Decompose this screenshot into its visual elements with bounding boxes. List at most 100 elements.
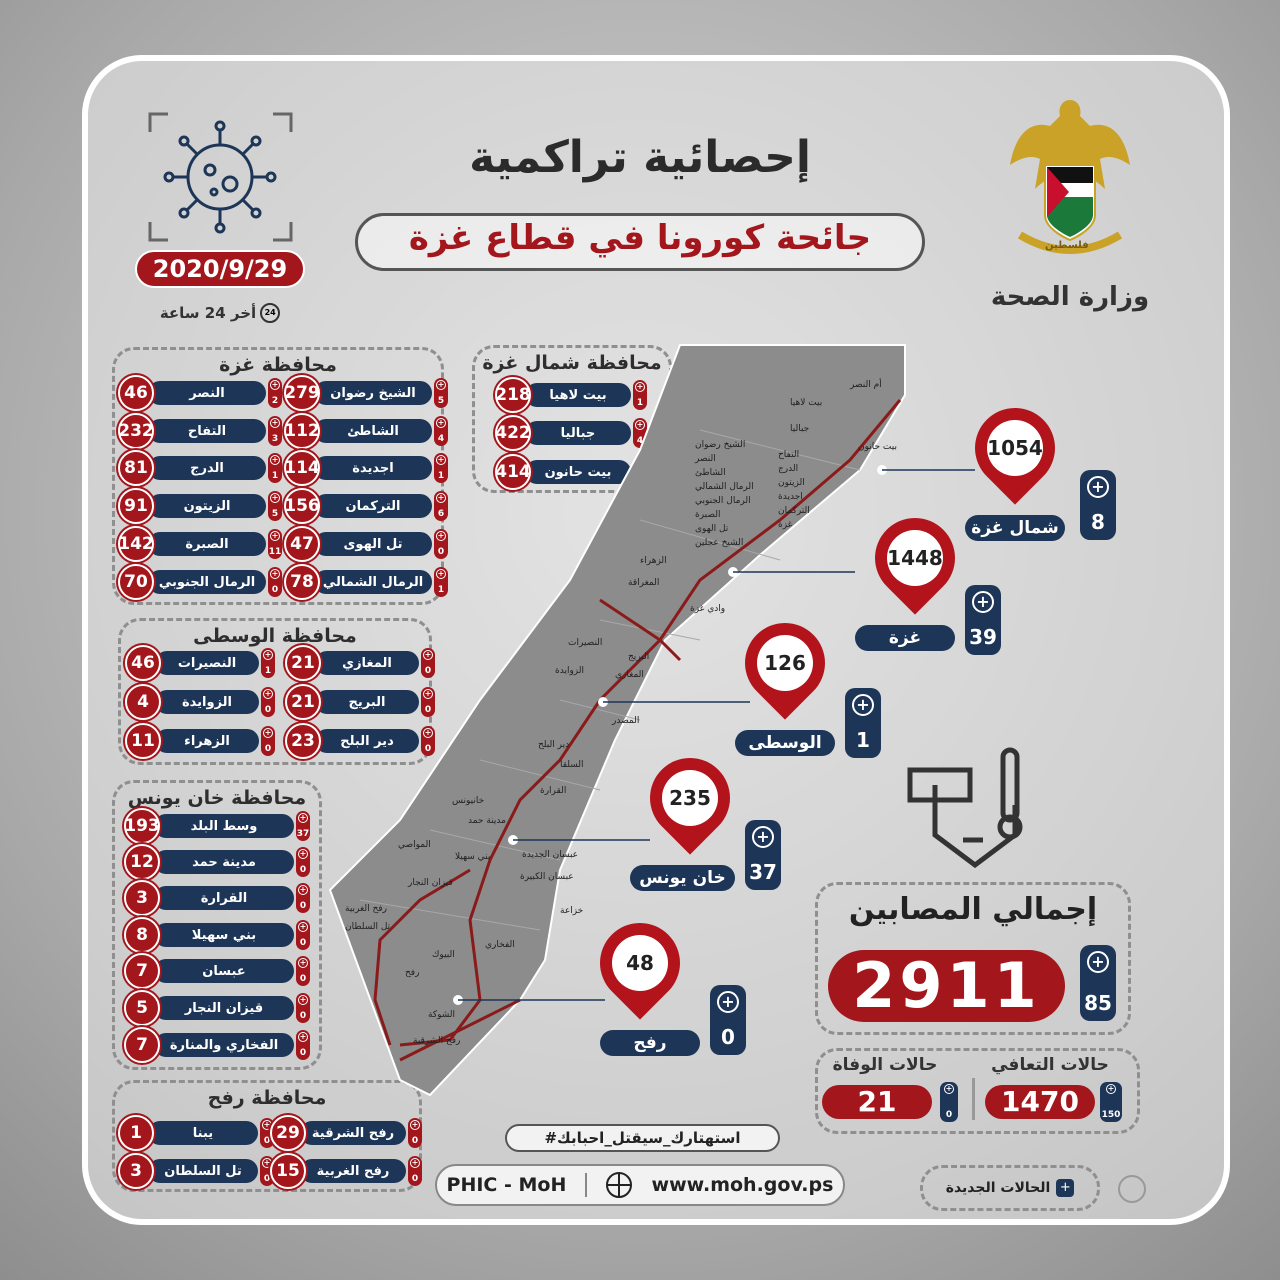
plus-icon: + [298,922,308,932]
district-total: 4 [125,684,161,720]
new-cases-value: 0 [264,705,272,715]
district-total: 422 [495,415,531,451]
globe-icon [606,1172,633,1198]
map-label: المغازي [615,670,644,680]
district-item: +0 الزهراء 11 [125,723,275,759]
pin-new-value: 0 [721,1025,735,1049]
new-cases-value: 0 [299,901,307,911]
date-badge: 2020/9/29 [135,250,305,288]
district-total: 279 [284,375,320,411]
new-cases-badge: +1 [434,567,448,597]
new-cases-badge: +1 [261,648,275,678]
plus-icon: + [270,493,280,503]
khanyounis-governorate-box: محافظة خان يونس [112,780,322,1070]
district-item: +5 الشيخ رضوان 279 [284,375,448,411]
district-item: +0 الزوايدة 4 [125,684,275,720]
district-item: +1 الدرج 81 [118,450,282,486]
separator [585,1173,588,1197]
new-cases-badge: +0 [408,1156,422,1186]
district-item: +11 الصبرة 142 [118,526,282,562]
website-link[interactable]: www.moh.gov.ps [651,1174,834,1196]
pin-governorate-name: غزة [855,625,955,651]
district-total: 91 [118,488,154,524]
map-label: الزوايدة [555,666,584,676]
new-cases-value: 1 [437,585,445,595]
legend-box: + الحالات الجديدة [920,1165,1100,1211]
district-item: +4 الشاطئ 112 [284,413,448,449]
pin-total: 1054 [987,420,1043,476]
last-24h: 24 أخر 24 ساعة [140,303,300,323]
map-label: البريج [628,652,650,662]
new-cases-badge: +0 [296,920,310,950]
pin-total: 126 [757,635,813,691]
new-cases-badge: +11 [268,529,282,559]
district-total: 142 [118,526,154,562]
plus-icon: + [972,591,994,613]
total-new-value: 85 [1084,991,1112,1015]
district-item: +0 الرمال الجنوبي 70 [118,564,282,600]
plus-icon: + [298,958,308,968]
new-cases-badge: +0 [261,726,275,756]
district-name: مدينة حمد [154,850,294,874]
district-item: +0 دير البلح 23 [285,723,435,759]
new-cases-badge: +1 [633,380,647,410]
recovered-new-badge: +150 [1100,1082,1122,1122]
new-cases-value: 0 [424,666,432,676]
map-label: بيت لاهيا [790,398,823,408]
new-cases-badge: +0 [434,529,448,559]
pin-governorate-name: رفح [600,1030,700,1056]
pin-governorate-name: خان يونس [630,865,735,891]
new-cases-badge: +6 [434,491,448,521]
map-label: القرارة [540,786,567,796]
plus-icon: + [635,420,645,430]
map-label: خانيونس [452,796,485,806]
district-name: التفاح [148,419,266,443]
recovered-label: حالات التعافي [991,1055,1109,1075]
map-label: الصبرة [695,510,721,520]
plus-icon: + [298,849,308,859]
district-item: +1 الرمال الشمالي 78 [284,564,448,600]
map-label: السلقا [560,760,584,770]
district-item: +0 الفخاري والمنارة 7 [124,1027,310,1063]
plus-icon: + [298,1032,308,1042]
district-name: قيزان النجار [154,996,294,1020]
new-cases-badge: +5 [268,491,282,521]
pin-new-badge: +1 [845,688,881,758]
district-name: المغازي [315,651,419,675]
map-label: بني سهيلا [455,852,491,862]
new-cases-badge: +1 [268,453,282,483]
emblem-text: فلسطين [1045,240,1089,251]
fever-face-icon [907,747,1023,869]
new-cases-badge: +0 [421,687,435,717]
new-cases-value: 1 [636,398,644,408]
new-cases-badge: +0 [261,687,275,717]
deaths-new-value: 0 [945,1110,953,1120]
pin-total: 1448 [887,530,943,586]
rafah-border-roads [373,868,521,1062]
total-cases-title: إجمالي المصابين [848,892,1098,927]
district-total: 21 [285,684,321,720]
pin-new-badge: +39 [965,585,1001,655]
district-name: عبسان [154,959,294,983]
new-cases-value: 0 [299,974,307,984]
map-label: الفخاري [485,940,515,950]
pin-new-value: 1 [856,728,870,752]
map-label: المغراقة [628,578,660,588]
district-item: +1 النصيرات 46 [125,645,275,681]
page-title: إحصائية تراكمية [469,132,811,183]
new-cases-value: 0 [424,705,432,715]
map-label: عبسان الجديدة [522,850,579,860]
new-cases-value: 0 [264,744,272,754]
north-governorate-title: محافظة شمال غزة [482,352,662,374]
district-name: يبنا [148,1121,258,1145]
gaza-governorate-title: محافظة غزة [219,354,337,376]
district-total: 21 [285,645,321,681]
plus-icon: + [270,455,280,465]
new-cases-value: 0 [299,938,307,948]
ministry-name: وزارة الصحة [990,282,1150,312]
district-name: جباليا [525,421,631,445]
plus-icon: + [298,813,308,823]
total-cases-box [815,882,1131,1035]
district-total: 46 [125,645,161,681]
district-name: تل السلطان [148,1159,258,1183]
